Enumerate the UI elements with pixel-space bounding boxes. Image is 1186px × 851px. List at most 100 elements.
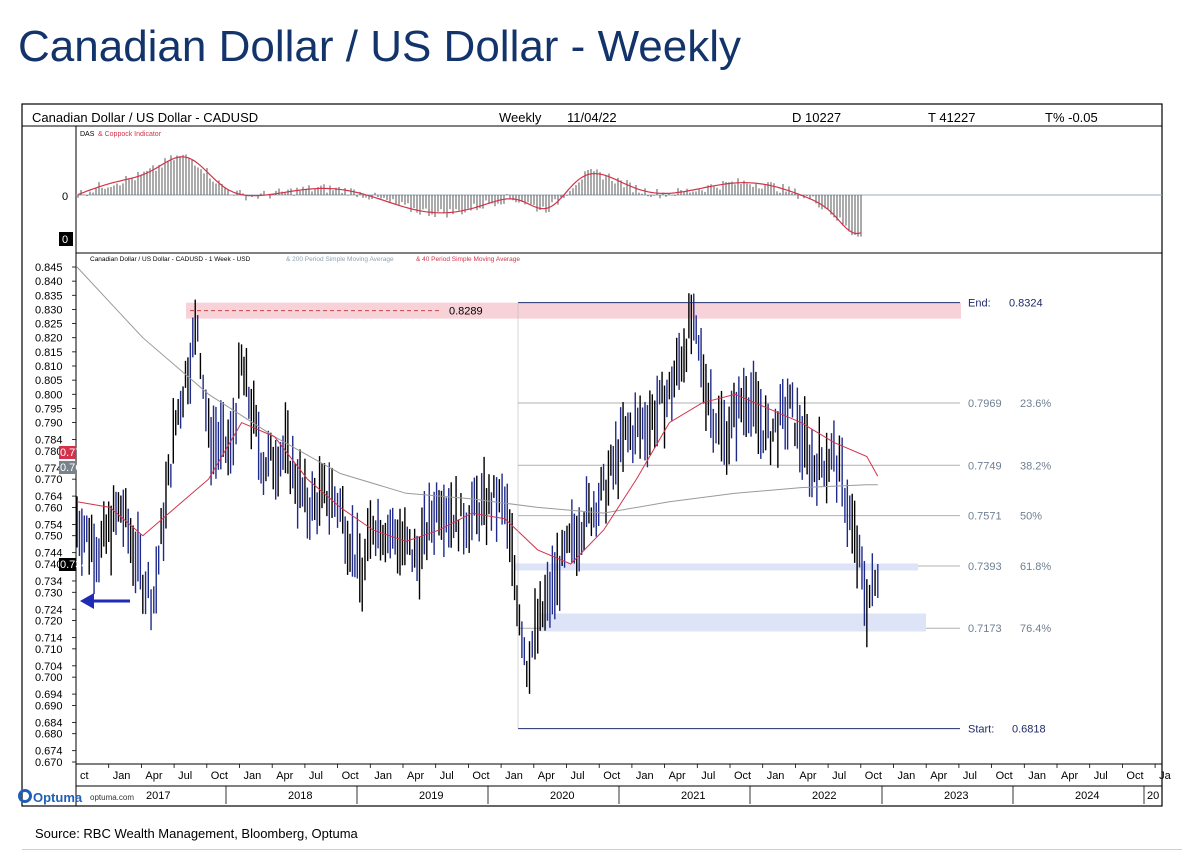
- year-label: 2019: [419, 790, 443, 802]
- y-tick-label: 0.754: [35, 519, 63, 531]
- optuma-logo: Optuma optuma.com: [18, 789, 134, 805]
- price-bars: [76, 293, 879, 694]
- x-tick-label: Jan: [898, 770, 916, 782]
- y-tick-label: 0.734: [35, 576, 63, 588]
- fib-level-value: 0.7173: [968, 623, 1002, 635]
- price-legend-ma200: & 200 Period Simple Moving Average: [286, 256, 394, 263]
- fib-level-pct: 23.6%: [1020, 398, 1051, 410]
- ceiling-label: 0.8289: [449, 306, 483, 318]
- end-label: End:: [968, 298, 991, 310]
- year-label: 2020: [550, 790, 574, 802]
- x-tick-label: Apr: [538, 770, 555, 782]
- x-tick-label: Oct: [211, 770, 228, 782]
- x-tick-label: Oct: [603, 770, 620, 782]
- x-tick-label: Jul: [178, 770, 192, 782]
- y-tick-label: 0.760: [35, 502, 63, 514]
- ma40-badge-label: 0.771: [60, 447, 88, 459]
- fib-level-value: 0.7571: [968, 511, 1002, 523]
- y-tick-label: 0.830: [35, 304, 63, 316]
- page-title: Canadian Dollar / US Dollar - Weekly: [18, 22, 742, 71]
- y-tick-label: 0.805: [35, 375, 63, 387]
- support-band-upper: [515, 563, 918, 571]
- x-tick-label: Jul: [440, 770, 454, 782]
- fib-level-pct: 38.2%: [1020, 460, 1051, 472]
- y-tick-label: 0.704: [35, 661, 63, 673]
- coppock-line: [77, 156, 862, 235]
- end-value: 0.8324: [1009, 298, 1043, 310]
- fib-level-value: 0.7749: [968, 460, 1002, 472]
- x-tick-label: ct: [80, 770, 89, 782]
- ma40-badge: [59, 446, 76, 459]
- x-tick-label: Oct: [996, 770, 1013, 782]
- annotations-layer: End: 0.8324 Start: 0.6818: [517, 298, 1046, 736]
- x-tick-label: Jan: [374, 770, 392, 782]
- y-tick-label: 0.845: [35, 262, 63, 274]
- price-badge: [59, 558, 76, 571]
- x-tick-label: Apr: [407, 770, 424, 782]
- price-legend-main: Canadian Dollar / US Dollar - CADUSD - 1…: [90, 256, 251, 263]
- header-d: D 10227: [792, 110, 841, 125]
- y-tick-label: 0.710: [35, 644, 63, 656]
- x-tick-label: Jul: [571, 770, 585, 782]
- support-band-lower: [540, 613, 926, 632]
- x-tick-label: Oct: [472, 770, 489, 782]
- x-tick-label: Jan: [1028, 770, 1046, 782]
- y-tick-label: 0.774: [35, 463, 63, 475]
- start-value: 0.6818: [1012, 724, 1046, 736]
- y-tick-label: 0.825: [35, 319, 63, 331]
- x-axis-labels: ct Jan Apr Jul Oct Jan Apr Jul Oct Jan Apr Jul Oct Ja…: [75, 764, 1172, 804]
- fib-level-pct: 76.4%: [1020, 623, 1051, 635]
- y-tick-label: 0.764: [35, 491, 63, 503]
- x-tick-label: Apr: [669, 770, 686, 782]
- x-tick-label: Jul: [309, 770, 323, 782]
- ma200-badge-label: 0.768: [60, 462, 88, 474]
- y-tick-label: 0.700: [35, 672, 63, 684]
- year-label: 2018: [288, 790, 312, 802]
- optuma-site: optuma.com: [90, 793, 134, 802]
- ma200-line: [76, 266, 878, 514]
- x-tick-label: Oct: [734, 770, 751, 782]
- y-tick-label: 0.680: [35, 729, 63, 741]
- y-tick-label: 0.795: [35, 403, 63, 415]
- x-tick-label: Jul: [1094, 770, 1108, 782]
- fib-level-pct: 50%: [1020, 511, 1042, 523]
- x-tick-label: Jan: [113, 770, 131, 782]
- bottom-rule: [22, 849, 1182, 850]
- x-tick-label: Oct: [342, 770, 359, 782]
- indicator-current-label: 0: [62, 234, 68, 246]
- indicator-zero-label: 0: [62, 191, 68, 203]
- y-tick-label: 0.744: [35, 548, 63, 560]
- x-tick-label: Jul: [963, 770, 977, 782]
- y-tick-label: 0.730: [35, 587, 63, 599]
- fib-level-pct: 61.8%: [1020, 561, 1051, 573]
- x-tick-label: Oct: [1126, 770, 1143, 782]
- x-tick-label: Ja: [1159, 770, 1172, 782]
- x-tick-label: Jan: [767, 770, 785, 782]
- year-label: 20: [1147, 790, 1159, 802]
- y-tick-label: 0.720: [35, 616, 63, 628]
- x-tick-label: Apr: [1061, 770, 1078, 782]
- indicator-legend-coppock: & Coppock Indicator: [98, 131, 162, 138]
- x-tick-label: Apr: [930, 770, 947, 782]
- bands-layer: 0.8289: [186, 302, 961, 632]
- year-label: 2021: [681, 790, 705, 802]
- x-tick-label: Oct: [865, 770, 882, 782]
- y-tick-label: 0.815: [35, 347, 63, 359]
- y-tick-label: 0.674: [35, 746, 63, 758]
- y-tick-label: 0.790: [35, 418, 63, 430]
- x-tick-label: Jan: [244, 770, 262, 782]
- year-label: 2022: [812, 790, 836, 802]
- y-tick-label: 0.820: [35, 333, 63, 345]
- x-tick-label: Jul: [701, 770, 715, 782]
- ma40-line: [76, 393, 879, 565]
- start-label: Start:: [968, 724, 994, 736]
- arrow-icon: [80, 593, 130, 609]
- y-tick-label: 0.800: [35, 389, 63, 401]
- fib-level-value: 0.7393: [968, 561, 1002, 573]
- y-tick-label: 0.740: [35, 559, 63, 571]
- y-tick-label: 0.770: [35, 474, 63, 486]
- y-tick-label: 0.810: [35, 361, 63, 373]
- x-tick-label: Apr: [799, 770, 816, 782]
- header-instrument: Canadian Dollar / US Dollar - CADUSD: [32, 110, 258, 125]
- y-tick-label: 0.750: [35, 531, 63, 543]
